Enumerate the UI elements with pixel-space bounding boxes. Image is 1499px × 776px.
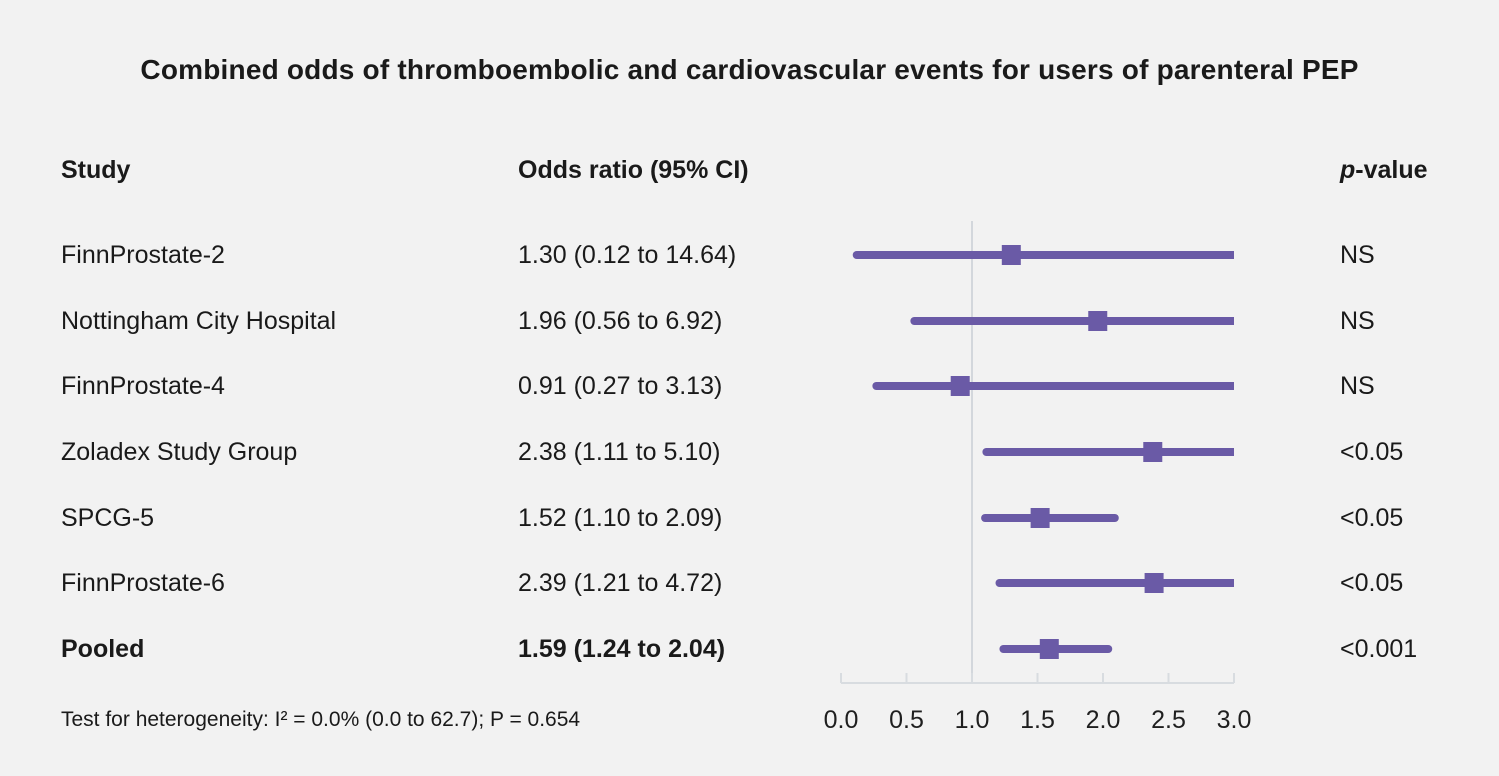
p-value: <0.05: [1340, 504, 1404, 532]
column-header-odds-ratio: Odds ratio (95% CI): [518, 156, 749, 184]
figure-title: Combined odds of thromboembolic and card…: [140, 54, 1359, 85]
study-name: FinnProstate-6: [61, 569, 225, 597]
odds-ratio-ci: 1.59 (1.24 to 2.04): [518, 635, 726, 663]
table-row: Zoladex Study Group 2.38 (1.11 to 5.10) <0…: [0, 435, 1499, 469]
study-name: SPCG-5: [61, 504, 155, 532]
table-row: Pooled 1.59 (1.24 to 2.04) <0.001: [0, 632, 1499, 666]
p-value: NS: [1340, 372, 1375, 400]
odds-ratio-ci: 1.52 (1.10 to 2.09): [518, 504, 723, 532]
study-name: Pooled: [61, 635, 145, 663]
table-row: FinnProstate-6 2.39 (1.21 to 4.72) <0.05: [0, 566, 1499, 600]
p-value-header-rest: -value: [1355, 156, 1428, 184]
odds-ratio-ci: 2.38 (1.11 to 5.10): [518, 438, 721, 466]
table-row: SPCG-5 1.52 (1.10 to 2.09) <0.05: [0, 501, 1499, 535]
study-name: Zoladex Study Group: [61, 438, 298, 466]
study-name: Nottingham City Hospital: [61, 307, 337, 335]
axis-tick-label: 1.0: [955, 706, 990, 734]
p-value: NS: [1340, 307, 1375, 335]
p-value: <0.05: [1340, 569, 1404, 597]
column-header-study: Study: [61, 156, 131, 184]
p-value-header-italic-p: p: [1340, 156, 1356, 184]
odds-ratio-ci: 1.30 (0.12 to 14.64): [518, 241, 737, 269]
axis-tick-label: 0.5: [889, 706, 924, 734]
p-value: <0.001: [1340, 635, 1418, 663]
axis-tick-label: 2.5: [1151, 706, 1186, 734]
table-row: Nottingham City Hospital 1.96 (0.56 to 6.…: [0, 304, 1499, 338]
axis-tick-label: 0.0: [824, 706, 859, 734]
heterogeneity-note: Test for heterogeneity: I² = 0.0% (0.0 t…: [61, 708, 581, 731]
study-name: FinnProstate-4: [61, 372, 225, 400]
axis-tick-label: 2.0: [1086, 706, 1121, 734]
p-value: NS: [1340, 241, 1375, 269]
odds-ratio-ci: 1.96 (0.56 to 6.92): [518, 307, 723, 335]
table-row: FinnProstate-2 1.30 (0.12 to 14.64) NS: [0, 238, 1499, 272]
axis-tick-label: 3.0: [1217, 706, 1252, 734]
axis-tick-label: 1.5: [1020, 706, 1055, 734]
table-row: FinnProstate-4 0.91 (0.27 to 3.13) NS: [0, 369, 1499, 403]
column-header-p-value: p-value: [1340, 154, 1428, 186]
study-name: FinnProstate-2: [61, 241, 225, 269]
odds-ratio-ci: 2.39 (1.21 to 4.72): [518, 569, 723, 597]
p-value: <0.05: [1340, 438, 1404, 466]
odds-ratio-ci: 0.91 (0.27 to 3.13): [518, 372, 723, 400]
